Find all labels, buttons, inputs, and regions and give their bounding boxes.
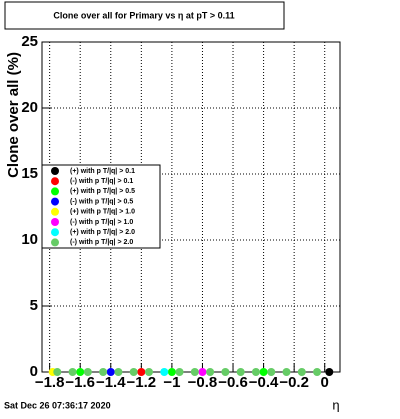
legend-label: (+) with p T/|q| > 0.1: [70, 168, 135, 175]
x-tick-label: −1.4: [96, 374, 126, 391]
point: [190, 368, 199, 376]
point: [53, 368, 62, 376]
y-tick-label: 20: [21, 99, 38, 116]
x-tick-label: −0.8: [188, 374, 218, 391]
point: [160, 368, 169, 376]
point: [325, 368, 334, 376]
point: [99, 368, 108, 376]
legend-marker: [51, 187, 59, 196]
point: [144, 368, 153, 376]
legend-marker: [51, 228, 59, 237]
y-tick-label: 0: [30, 363, 38, 380]
point: [267, 368, 276, 376]
x-tick-label: −1.8: [35, 374, 65, 391]
x-tick-label: −1.6: [65, 374, 95, 391]
y-tick-label: 5: [30, 297, 38, 314]
title-box: [4, 1, 285, 30]
x-tick-label: 0: [321, 374, 329, 391]
x-tick-label: −0.6: [218, 374, 248, 391]
point: [198, 368, 207, 376]
legend-label: (-) with p T/|q| > 0.1: [70, 178, 133, 185]
point: [68, 368, 77, 376]
point: [167, 368, 176, 376]
legend-label: (-) with p T/|q| > 0.5: [70, 198, 133, 205]
point: [206, 368, 215, 376]
legend-box: [41, 164, 161, 249]
y-tick-label: 25: [21, 33, 38, 50]
legend-marker: [51, 167, 59, 175]
point: [175, 368, 184, 376]
x-axis-label: η: [332, 397, 339, 412]
legend-marker: [51, 238, 59, 247]
point: [83, 368, 92, 376]
x-tick-label: −0.2: [279, 374, 309, 391]
legend-marker: [51, 218, 59, 226]
footer: Sat Dec 26 07:36:17 2020: [4, 400, 111, 410]
chart-title: Clone over all for Primary vs η at pT > …: [53, 10, 234, 20]
point: [297, 368, 306, 376]
x-tick-label: −0.4: [249, 374, 279, 391]
point: [236, 368, 245, 376]
point: [221, 368, 230, 376]
x-tick-label: −1: [163, 374, 180, 391]
y-axis-label: Clone over all (%): [5, 52, 22, 178]
legend-marker: [51, 197, 59, 206]
y-tick-label: 10: [21, 231, 38, 248]
legend-label: (-) with p T/|q| > 2.0: [70, 239, 133, 246]
point: [259, 368, 268, 376]
legend-label: (-) with p T/|q| > 1.0: [70, 219, 133, 226]
point: [129, 368, 138, 376]
point: [251, 368, 260, 376]
point: [76, 368, 85, 376]
point: [106, 368, 115, 376]
legend-marker: [51, 207, 59, 216]
point: [313, 368, 322, 376]
legend-label: (+) with p T/|q| > 1.0: [70, 209, 135, 216]
legend-label: (+) with p T/|q| > 2.0: [70, 229, 135, 236]
point: [137, 368, 146, 376]
x-tick-label: −1.2: [127, 374, 157, 391]
point: [282, 368, 291, 376]
y-tick-label: 15: [21, 165, 38, 182]
legend-marker: [51, 177, 59, 186]
point: [114, 368, 123, 376]
legend-label: (+) with p T/|q| > 0.5: [70, 188, 135, 195]
